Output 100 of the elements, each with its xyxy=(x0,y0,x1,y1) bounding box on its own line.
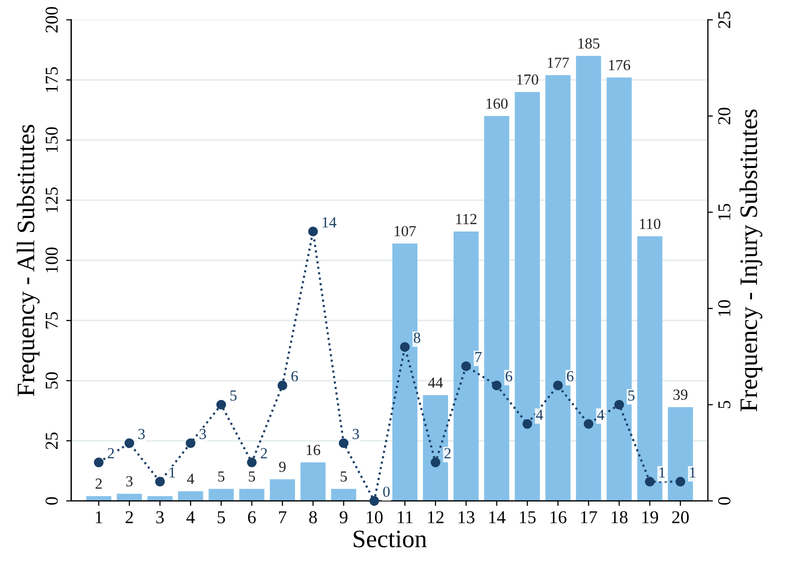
x-tick-label: 7 xyxy=(279,511,286,524)
y2-tick-label: 20 xyxy=(718,108,730,124)
point xyxy=(644,476,655,487)
data-label: 6 xyxy=(566,371,574,382)
data-label: 107 xyxy=(394,226,416,236)
data-label: 5 xyxy=(340,471,347,482)
data-label: 8 xyxy=(414,332,420,343)
point xyxy=(369,496,380,506)
x-tick-label: 20 xyxy=(672,511,689,524)
x-tick-label: 10 xyxy=(366,511,383,524)
point xyxy=(216,400,226,410)
x-tick-label: 4 xyxy=(186,511,195,524)
x-tick-label: 12 xyxy=(428,511,444,524)
x-tick-label: 17 xyxy=(581,511,598,524)
x-tick-label: 2 xyxy=(126,511,133,524)
point xyxy=(155,476,165,487)
x-tick-label: 16 xyxy=(550,511,566,524)
data-label: 14 xyxy=(322,217,336,228)
data-label: 0 xyxy=(383,486,390,497)
data-label: 7 xyxy=(475,352,482,362)
data-label: 177 xyxy=(548,58,569,68)
bar xyxy=(239,488,264,501)
x-tick-label: 9 xyxy=(340,511,348,524)
data-label: 5 xyxy=(230,390,237,401)
point xyxy=(461,361,471,372)
point xyxy=(492,380,502,390)
data-label: 1 xyxy=(690,467,696,478)
y-tick-label: 75 xyxy=(46,312,58,328)
data-label: 3 xyxy=(138,428,145,440)
data-label: 16 xyxy=(306,444,320,456)
x-tick-label: 8 xyxy=(309,511,317,524)
y2-tick-label: 5 xyxy=(718,400,730,408)
bar xyxy=(270,479,295,501)
data-label: 5 xyxy=(628,390,635,401)
point xyxy=(124,438,134,448)
data-label: 4 xyxy=(187,474,194,484)
x-tick-label: 18 xyxy=(612,511,628,524)
point xyxy=(94,458,104,468)
data-label: 5 xyxy=(218,471,224,482)
point xyxy=(278,380,288,390)
data-label: 1 xyxy=(170,467,176,478)
y-tick-label: 175 xyxy=(46,67,58,92)
x-tick-label: 15 xyxy=(520,511,536,524)
point xyxy=(186,438,196,448)
y-tick-label: 200 xyxy=(46,6,58,33)
x-tick-label: 13 xyxy=(458,511,474,524)
data-label: 160 xyxy=(486,98,508,109)
y-tick-label: 0 xyxy=(46,497,58,505)
y2-tick-label: 0 xyxy=(718,497,730,505)
y-tick-label: 100 xyxy=(46,248,58,272)
y2-axis-title: Frequency - Injury Substitutes xyxy=(740,110,762,412)
data-label: 170 xyxy=(517,74,538,85)
bar xyxy=(116,494,142,501)
y2-tick-label: 25 xyxy=(718,11,730,28)
x-tick-label: 1 xyxy=(96,511,102,524)
data-label: 2 xyxy=(108,448,114,458)
y-tick-label: 50 xyxy=(46,372,58,389)
y-axis-title: Frequency - All Substitutes xyxy=(16,124,40,396)
bar xyxy=(208,488,234,501)
data-label: 44 xyxy=(428,378,443,388)
bar xyxy=(147,496,173,501)
point xyxy=(246,458,257,468)
data-label: 2 xyxy=(444,448,451,458)
data-label: 3 xyxy=(126,476,133,486)
y-tick-label: 25 xyxy=(46,432,58,450)
point xyxy=(400,342,410,352)
x-tick-label: 19 xyxy=(642,511,658,524)
point xyxy=(553,380,563,390)
x-axis-title: Section xyxy=(354,530,427,548)
data-label: 4 xyxy=(597,410,604,420)
y-tick-label: 150 xyxy=(46,127,58,152)
x-tick-label: 5 xyxy=(218,511,226,524)
bar xyxy=(178,491,204,501)
data-label: 176 xyxy=(609,60,630,70)
y2-tick-label: 10 xyxy=(718,300,730,316)
point xyxy=(614,400,624,410)
x-tick-label: 14 xyxy=(489,511,506,524)
point xyxy=(676,476,686,487)
bar xyxy=(331,488,356,501)
data-label: 4 xyxy=(536,410,544,420)
data-label: 2 xyxy=(260,448,267,458)
x-tick-label: 3 xyxy=(156,511,164,524)
y2-tick-label: 15 xyxy=(718,204,730,220)
bar xyxy=(86,496,112,501)
data-label: 3 xyxy=(200,428,206,440)
point xyxy=(338,438,349,448)
data-label: 5 xyxy=(248,471,256,482)
point xyxy=(308,226,318,236)
point xyxy=(584,419,594,429)
data-label: 39 xyxy=(673,390,688,400)
data-label: 9 xyxy=(279,462,286,472)
y-tick-label: 125 xyxy=(46,187,58,212)
point xyxy=(522,419,532,429)
data-label: 6 xyxy=(506,371,512,382)
data-label: 3 xyxy=(352,428,360,440)
data-label: 112 xyxy=(456,214,476,224)
point xyxy=(430,458,440,468)
data-label: 110 xyxy=(640,218,660,230)
bar xyxy=(300,462,326,501)
data-label: 2 xyxy=(96,478,102,489)
